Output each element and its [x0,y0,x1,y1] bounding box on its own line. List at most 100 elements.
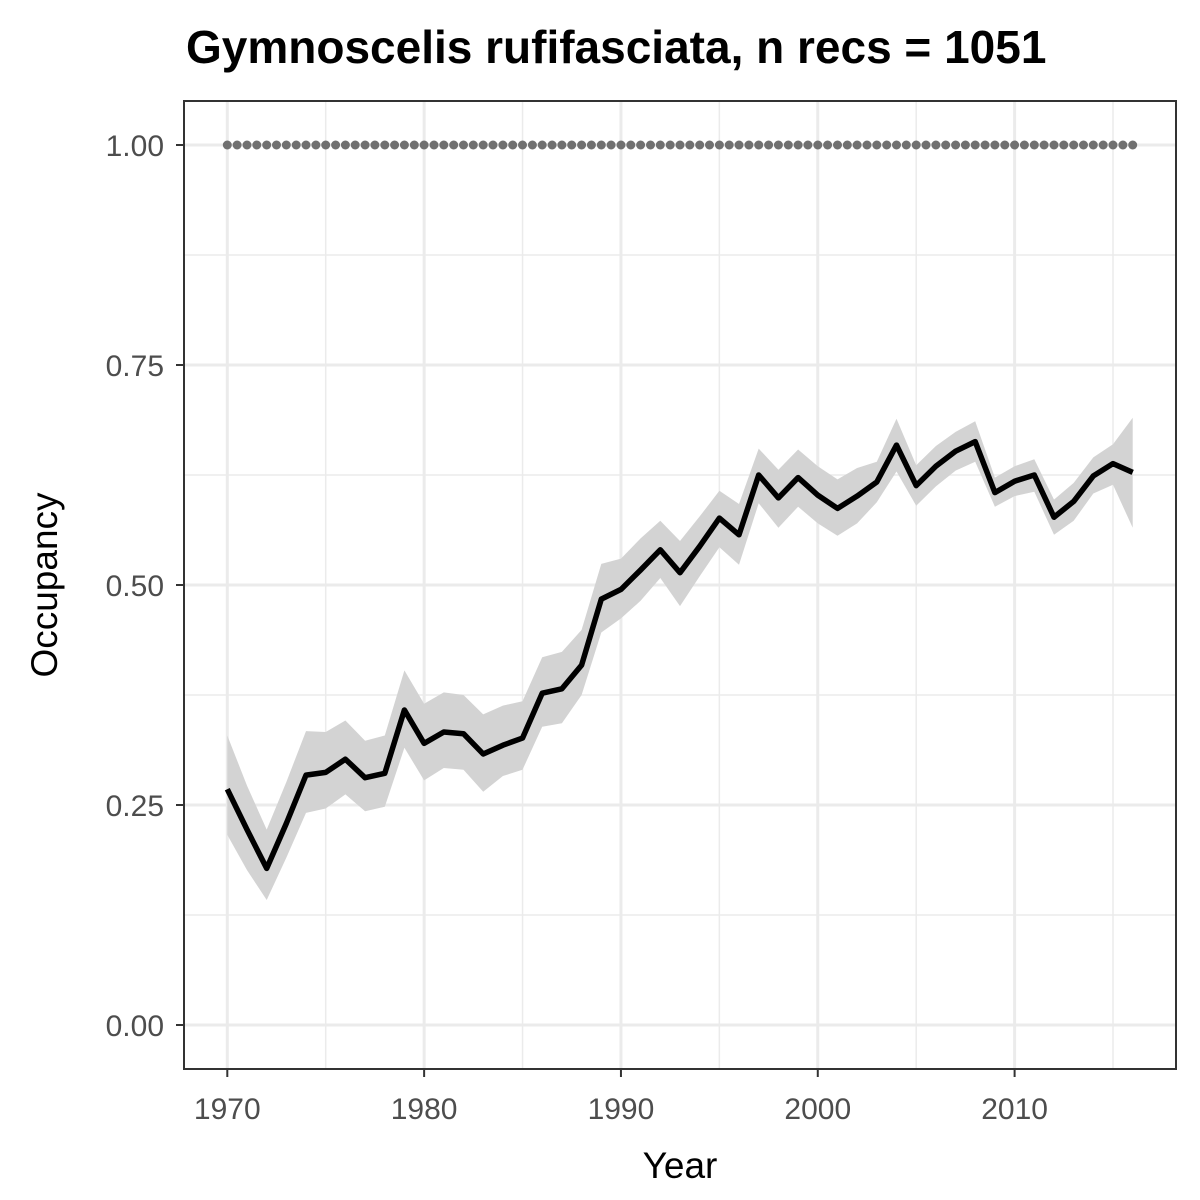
reference-point [783,140,793,150]
reference-point [498,140,508,150]
reference-point [1039,140,1049,150]
reference-point [439,140,449,150]
reference-point [1010,140,1020,150]
reference-point [459,140,468,150]
chart-title: Gymnoscelis rufifasciata, n recs = 1051 [186,21,1046,73]
y-tick-label: 0.25 [106,790,164,823]
occupancy-line [224,438,1134,872]
reference-point [970,140,980,150]
reference-point [705,140,714,150]
reference-point [577,140,587,150]
reference-point [960,140,970,150]
reference-point [616,140,626,150]
reference-point [390,140,400,150]
reference-point [321,140,331,150]
reference-point [311,140,321,150]
reference-point [1079,140,1088,150]
x-axis: 1970 1980 1990 2000 2010 [194,1069,1048,1126]
reference-point [852,140,862,150]
reference-point [508,140,518,150]
reference-point [222,140,232,150]
x-tick-label: 1970 [194,1093,261,1126]
reference-point [872,140,882,150]
reference-point [744,140,754,150]
reference-point [1088,140,1098,150]
y-tick-label: 1.00 [106,130,164,163]
occupancy-line-group [224,438,1134,872]
reference-point [1019,140,1029,150]
reference-point [527,140,537,150]
reference-point [429,140,439,150]
reference-point [518,140,527,150]
reference-point [675,140,685,150]
reference-point [567,140,577,150]
reference-point [636,140,646,150]
y-tick-label: 0.00 [106,1010,164,1043]
reference-point [1108,140,1118,150]
reference-point [842,140,852,150]
reference-point [1049,140,1059,150]
reference-points-group [222,140,1138,150]
reference-point [252,140,262,150]
reference-point [1029,140,1039,150]
reference-point [734,140,744,150]
reference-point [665,140,675,150]
reference-point [606,140,616,150]
y-tick-label: 0.50 [106,570,164,603]
reference-point [773,140,783,150]
reference-point [478,140,488,150]
reference-point [1118,140,1128,150]
reference-point [301,140,311,150]
reference-point [409,140,419,150]
reference-point [360,140,370,150]
reference-point [380,140,390,150]
reference-point [291,140,301,150]
reference-point [646,140,655,150]
reference-point [901,140,911,150]
x-tick-label: 2010 [981,1093,1048,1126]
reference-point [350,140,360,150]
reference-point [980,140,990,150]
reference-point [921,140,931,150]
reference-point [419,140,429,150]
reference-point [537,140,547,150]
reference-point [685,140,695,150]
reference-point [468,140,478,150]
x-tick-label: 1990 [588,1093,655,1126]
reference-point [823,140,833,150]
reference-point [449,140,459,150]
reference-point [862,140,872,150]
reference-point [281,140,291,150]
reference-point [399,140,409,150]
reference-point [813,140,823,150]
reference-point [655,140,665,150]
x-tick-label: 2000 [784,1093,851,1126]
reference-point [242,140,252,150]
reference-point [882,140,892,150]
reference-point [833,140,842,150]
reference-point [547,140,557,150]
reference-point [911,140,921,150]
reference-point [724,140,734,150]
reference-point [370,140,380,150]
y-tick-label: 0.75 [106,350,164,383]
reference-point [331,140,341,150]
reference-point [557,140,567,150]
reference-point [990,140,1000,150]
reference-point [695,140,705,150]
reference-point [626,140,636,150]
reference-point [931,140,941,150]
x-axis-title: Year [643,1145,718,1186]
reference-point [1098,140,1108,150]
reference-point [1000,140,1010,150]
reference-point [764,140,774,150]
x-tick-label: 1980 [391,1093,458,1126]
reference-point [488,140,498,150]
reference-point [262,140,272,150]
reference-point [803,140,813,150]
reference-point [1069,140,1079,150]
reference-point [754,140,764,150]
reference-point [793,140,803,150]
reference-point [596,140,606,150]
